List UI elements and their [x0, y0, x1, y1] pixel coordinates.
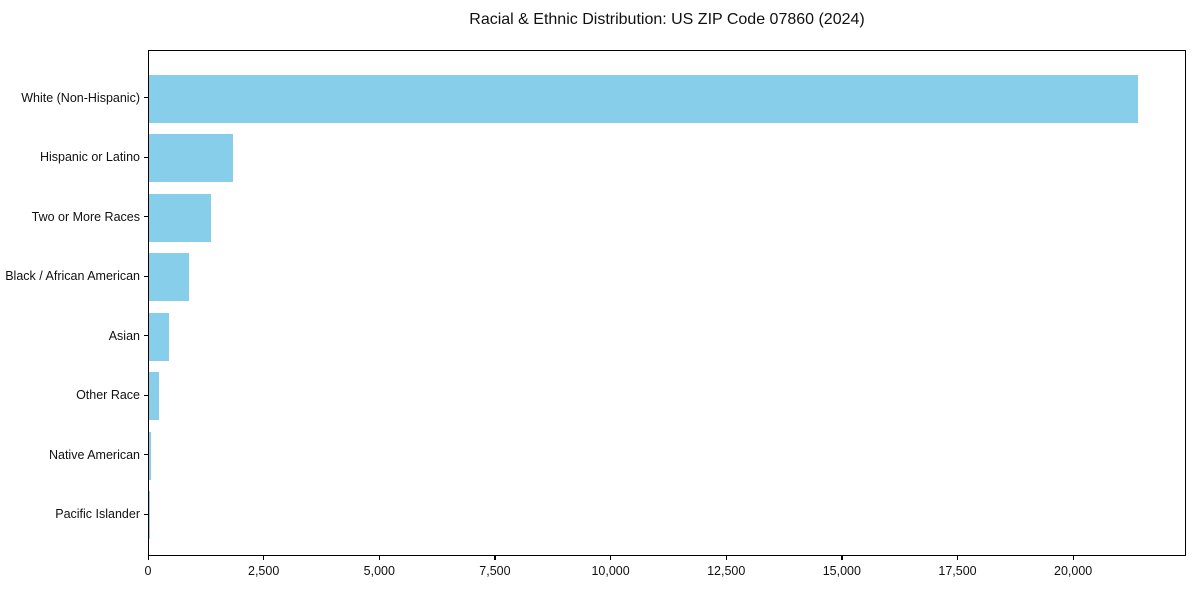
y-tick-mark	[144, 513, 148, 515]
x-axis-label-0: 0	[144, 564, 152, 578]
x-tick-mark	[494, 556, 496, 560]
y-tick-mark	[144, 216, 148, 218]
x-axis-label-15000: 15,000	[822, 564, 861, 578]
x-tick-mark	[378, 556, 380, 560]
bar-hispanic-or-latino	[149, 134, 233, 182]
y-axis-label-white-non-hispanic: White (Non-Hispanic)	[21, 90, 140, 105]
y-axis-label-other-race: Other Race	[76, 387, 140, 402]
x-axis-label-12500: 12,500	[707, 564, 746, 578]
x-axis-label-2500: 2,500	[248, 564, 280, 578]
y-tick-mark	[144, 97, 148, 99]
y-tick-mark	[144, 156, 148, 158]
y-tick-mark	[144, 454, 148, 456]
x-tick-mark	[841, 556, 843, 560]
chart-title: Racial & Ethnic Distribution: US ZIP Cod…	[469, 11, 865, 28]
y-tick-mark	[144, 335, 148, 337]
y-tick-mark	[144, 394, 148, 396]
x-axis-label-17500: 17,500	[938, 564, 977, 578]
x-axis-label-5000: 5,000	[363, 564, 395, 578]
bar-native-american	[149, 431, 151, 480]
x-tick-mark	[1072, 556, 1074, 560]
x-tick-mark	[610, 556, 612, 560]
y-axis-label-asian: Asian	[108, 328, 140, 343]
x-axis-label-10000: 10,000	[591, 564, 630, 578]
bar-asian	[149, 312, 169, 361]
bar-white-non-hispanic	[149, 74, 1138, 123]
x-axis-label-20000: 20,000	[1054, 564, 1093, 578]
x-tick-mark	[725, 556, 727, 560]
bar-two-or-more-races	[149, 193, 211, 242]
y-axis-label-pacific-islander: Pacific Islander	[55, 506, 140, 521]
x-axis-label-7500: 7,500	[479, 564, 511, 578]
x-tick-mark	[263, 556, 265, 560]
x-tick-mark	[956, 556, 959, 560]
y-axis-label-native-american: Native American	[48, 447, 140, 462]
bar-black-african-american	[149, 253, 190, 301]
bar-other-race	[149, 372, 160, 420]
plot-area	[148, 50, 1186, 556]
x-tick-mark	[147, 556, 149, 560]
y-axis-label-hispanic-or-latino: Hispanic or Latino	[39, 149, 140, 164]
y-axis-label-black-african-american: Black / African American	[5, 268, 140, 283]
y-tick-mark	[144, 275, 148, 277]
y-axis-label-two-or-more-races: Two or More Races	[31, 209, 140, 224]
